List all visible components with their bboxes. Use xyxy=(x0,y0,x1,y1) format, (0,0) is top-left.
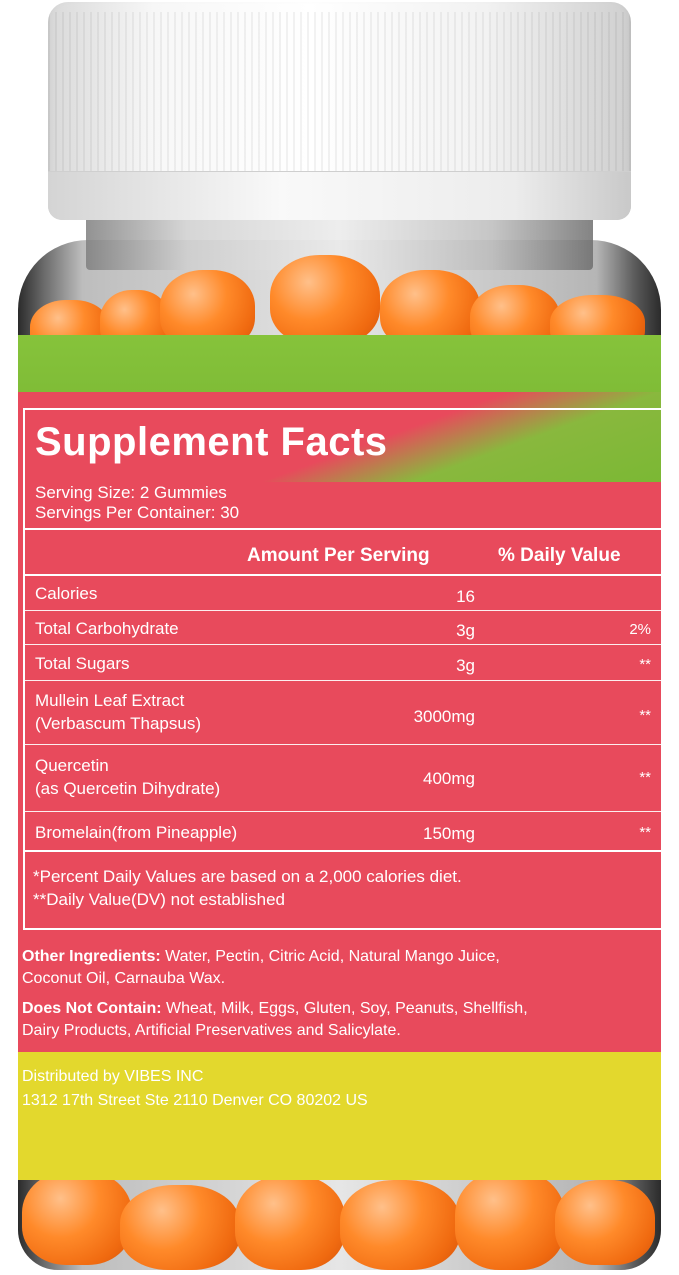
nutrient-dv: ** xyxy=(639,707,651,724)
gummy-bear xyxy=(340,1180,460,1270)
gummy-bear xyxy=(270,255,380,345)
divider xyxy=(25,574,662,576)
divider xyxy=(25,850,662,852)
row-divider xyxy=(25,811,662,812)
nutrient-dv: ** xyxy=(639,824,651,841)
nutrient-amount: 3g xyxy=(456,656,475,675)
gummy-bear xyxy=(22,1170,132,1265)
nutrient-name: Mullein Leaf Extract xyxy=(35,691,185,710)
nutrient-amount: 3g xyxy=(456,621,475,640)
nutrient-dv: 2% xyxy=(629,621,651,638)
nutrient-subname: (as Quercetin Dihydrate) xyxy=(35,779,221,798)
nutrient-name: Bromelain(from Pineapple) xyxy=(35,823,238,842)
cap-base xyxy=(48,171,631,220)
cap-ridges xyxy=(48,12,631,172)
row-divider xyxy=(25,610,662,611)
nutrient-name: Total Sugars xyxy=(35,654,130,673)
header-daily-value: % Daily Value xyxy=(498,545,621,566)
gummy-bear xyxy=(555,1180,655,1265)
other-ingredients: Other Ingredients: Water, Pectin, Citric… xyxy=(22,946,652,990)
nutrient-name: Total Carbohydrate xyxy=(35,619,179,638)
nutrient-subname: (Verbascum Thapsus) xyxy=(35,714,201,733)
row-divider xyxy=(25,744,662,745)
does-not-contain-text-2: Dairy Products, Artificial Preservatives… xyxy=(22,1022,401,1039)
serving-size: Serving Size: 2 Gummies xyxy=(35,483,227,502)
divider xyxy=(25,528,662,530)
other-ingredients-text: Water, Pectin, Citric Acid, Natural Mang… xyxy=(160,948,500,965)
other-ingredients-text-2: Coconut Oil, Carnauba Wax. xyxy=(22,970,226,987)
distributor-name: Distributed by VIBES INC xyxy=(22,1068,204,1085)
label-red-band xyxy=(18,392,661,1052)
servings-per-container: Servings Per Container: 30 xyxy=(35,503,240,522)
header-amount: Amount Per Serving xyxy=(247,545,430,566)
facts-title: Supplement Facts xyxy=(35,420,388,464)
nutrient-amount: 400mg xyxy=(423,769,475,788)
nutrient-name: Quercetin xyxy=(35,756,109,775)
supplement-facts-panel: Supplement Facts Serving Size: 2 Gummies… xyxy=(23,408,664,930)
nutrient-dv: ** xyxy=(639,769,651,786)
label-green-accent xyxy=(18,392,661,482)
gummy-bear xyxy=(120,1185,240,1270)
nutrient-amount: 150mg xyxy=(423,824,475,843)
gummy-bear xyxy=(235,1175,345,1270)
nutrient-name: Calories xyxy=(35,584,98,603)
footnote-percent: *Percent Daily Values are based on a 2,0… xyxy=(33,867,462,886)
footnote-dv: **Daily Value(DV) not established xyxy=(33,890,285,909)
row-divider xyxy=(25,644,662,645)
nutrient-amount: 16 xyxy=(456,587,475,606)
gummy-bear xyxy=(455,1170,565,1270)
label-yellow-band xyxy=(18,1052,661,1180)
nutrient-dv: ** xyxy=(639,656,651,673)
row-divider xyxy=(25,680,662,681)
does-not-contain-text: Wheat, Milk, Eggs, Gluten, Soy, Peanuts,… xyxy=(161,1000,528,1017)
does-not-contain-label: Does Not Contain: xyxy=(22,1000,162,1017)
distributor-address: 1312 17th Street Ste 2110 Denver CO 8020… xyxy=(22,1092,368,1109)
other-ingredients-label: Other Ingredients: xyxy=(22,948,161,965)
bottle-cap xyxy=(48,2,631,220)
does-not-contain: Does Not Contain: Wheat, Milk, Eggs, Glu… xyxy=(22,998,652,1042)
nutrient-amount: 3000mg xyxy=(413,707,475,726)
